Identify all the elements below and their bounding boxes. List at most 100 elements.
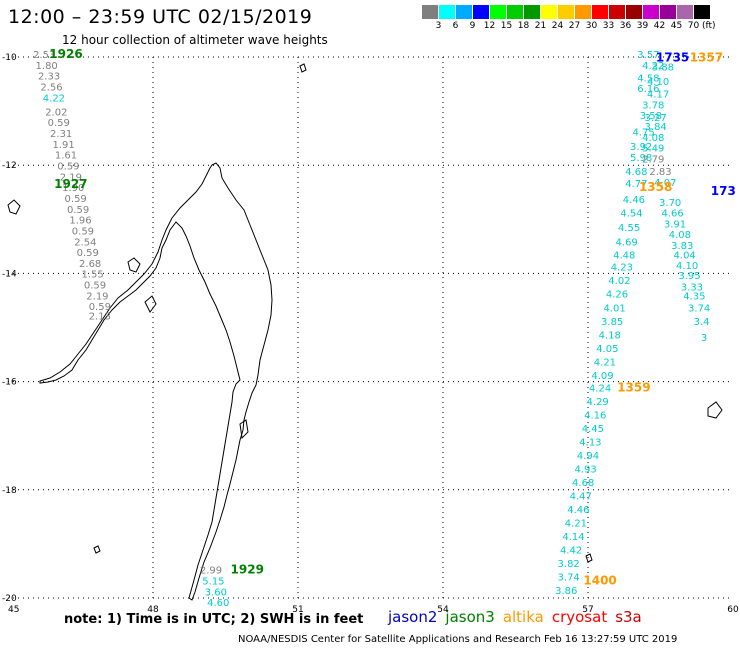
axis-ticks: 45 48 51 54 57 60 -10 -12 -14 -16 -18 -20: [2, 53, 739, 615]
swh-value-label: 4.66: [661, 209, 683, 220]
swh-value-label: 3.82: [558, 559, 580, 570]
swh-value-label: 1.80: [36, 61, 58, 72]
swh-value-label: 4.08: [642, 133, 664, 144]
swh-value-label: 0.59: [89, 302, 111, 313]
swh-value-label: 4.68: [572, 478, 594, 489]
swh-value-label: 4.35: [683, 291, 705, 302]
swh-value-label: 1.61: [55, 151, 77, 162]
colorbar-swatch: [473, 5, 490, 19]
colorbar-label: 9: [469, 21, 476, 31]
swh-value-label: 4.02: [608, 276, 630, 287]
swh-value-label: 4.24: [589, 383, 611, 394]
coastline: [7, 63, 723, 601]
swh-value-label: 2.02: [45, 107, 67, 118]
swh-value-label: 4.21: [594, 357, 616, 368]
map-subtitle: 12 hour collection of altimeter wave hei…: [62, 33, 328, 47]
colorbar-label: 39: [636, 21, 649, 31]
swh-value-label: 3.33: [681, 283, 703, 294]
colorbar-label: 33: [602, 21, 615, 31]
colorbar-swatch: [456, 5, 473, 19]
swh-value-label: 3.74: [558, 573, 580, 584]
lon-tick-label: 57: [582, 605, 593, 615]
swh-value-label: 3.57: [637, 50, 659, 61]
pass-time-label: 1735: [656, 50, 689, 64]
colorbar-label: 6: [452, 21, 459, 31]
swh-value-label: 4.17: [647, 90, 669, 101]
colorbar-swatch: [592, 5, 609, 19]
swh-value-label: 0.59: [57, 162, 79, 173]
europa-coastline: [93, 545, 101, 554]
swh-value-label: 3.91: [664, 219, 686, 230]
swh-value-label: 4.09: [591, 371, 613, 382]
map-grid: [8, 56, 733, 599]
pass-time-label: 173: [711, 184, 736, 198]
colorbar-swatch: [626, 5, 643, 19]
colorbar-label: 36: [619, 21, 632, 31]
swh-value-label: 5.49: [642, 144, 664, 155]
lon-tick-label: 60: [727, 605, 739, 615]
credit-line: NOAA/NESDIS Center for Satellite Applica…: [238, 634, 678, 645]
swh-value-label: 2.54: [74, 237, 96, 248]
swh-value-label: 4.22: [43, 93, 65, 104]
swh-value-label: 3.92: [630, 142, 652, 153]
swh-value-label: 4.54: [620, 209, 642, 220]
swh-value-label: 4.04: [674, 250, 696, 261]
colorbar-swatch: [490, 5, 507, 19]
swh-value-label: 3.4: [694, 317, 710, 328]
colorbar-label: 3: [435, 21, 442, 31]
swh-value-label: 4.23: [611, 263, 633, 274]
swh-value-label: 4.18: [599, 330, 621, 341]
swh-value-label: 2.99: [200, 566, 222, 577]
swh-value-label: 1.55: [81, 270, 103, 281]
madagascar-coastline: [39, 162, 273, 601]
swh-value-label: 4.42: [560, 546, 582, 557]
swh-value-label: 4.10: [647, 77, 669, 88]
swh-value-label: 4.45: [582, 424, 604, 435]
legend-item-jason2: jason2: [388, 608, 438, 626]
satellite-legend: jason2 jason3 altika cryosat s3a: [388, 608, 650, 626]
tromelin-coastline: [299, 63, 307, 73]
colorbar-labels: 3 6 9 12 15 18 21 24 27 30 33 36 39 42 45 70: [422, 21, 702, 31]
swh-value-label: 2.31: [50, 129, 72, 140]
colorbar-unit: (ft): [702, 21, 716, 31]
swh-value-label: 3.74: [688, 303, 710, 314]
lon-tick-label: 51: [292, 605, 303, 615]
pass-time-label: 1926: [49, 47, 82, 61]
colorbar: [422, 5, 711, 19]
swh-value-label: 0.59: [84, 281, 106, 292]
lat-tick-label: -18: [2, 486, 17, 496]
colorbar-label: 24: [551, 21, 564, 31]
swh-value-label: 6.16: [637, 84, 659, 95]
swh-value-label: 3.27: [645, 113, 667, 124]
pass-time-label: 1359: [617, 380, 650, 394]
mascarene-islet-coastline: [585, 553, 593, 563]
pass-time-label: 1929: [231, 563, 264, 577]
lon-tick-label: 48: [147, 605, 159, 615]
swh-value-label: 4.77: [625, 179, 647, 190]
colorbar-label: 70: [687, 21, 700, 31]
colorbar-label: 27: [568, 21, 581, 31]
swh-value-label: 2.56: [40, 83, 62, 94]
swh-value-label: 4.93: [574, 464, 596, 475]
lat-tick-label: -14: [2, 269, 17, 279]
swh-value-label: 4.48: [613, 250, 635, 261]
colorbar-swatch: [507, 5, 524, 19]
swh-value-label: 3.83: [671, 241, 693, 252]
swh-value-label: 4.10: [676, 261, 698, 272]
swh-value-label: 4.05: [596, 344, 618, 355]
swh-value-label: 4.60: [207, 598, 229, 609]
swh-value-label: 3.88: [652, 63, 674, 74]
swh-value-label: 2.83: [649, 167, 671, 178]
lat-tick-label: -16: [2, 378, 17, 388]
pass-time-label: 1400: [583, 573, 616, 587]
swh-value-label: 3.86: [555, 586, 577, 597]
swh-value-label: 2.19: [60, 172, 82, 183]
swh-value-label: 3.78: [642, 100, 664, 111]
reunion-coastline: [707, 401, 723, 419]
mayotte-coastline: [127, 257, 141, 273]
swh-value-label: 4.16: [584, 410, 606, 421]
swh-value-label: 2.79: [642, 154, 664, 165]
colorbar-swatch: [694, 5, 711, 19]
colorbar-label: 30: [585, 21, 598, 31]
